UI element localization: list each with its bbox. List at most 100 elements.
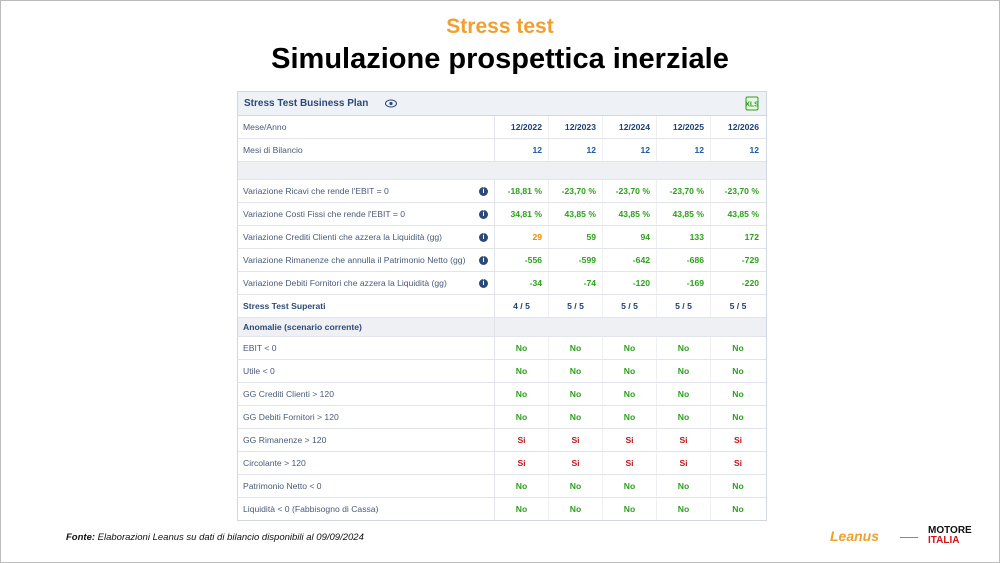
table-row [238,162,766,180]
table-cell: Si [603,452,657,474]
logo-italia: ITALIA [928,535,960,546]
table-cell: 5 / 5 [657,295,711,317]
table-cell: 12/2026 [727,122,759,132]
logo-leanus: Leanus [830,528,880,544]
table-row: Patrimonio Netto < 0 No No No No No [238,475,766,498]
table-cell: 43,85 % [549,203,603,225]
table-cell: Si [733,458,743,468]
row-label-text: Variazione Ricavi che rende l'EBIT = 0 [243,186,389,196]
title: Simulazione prospettica inerziale [271,43,729,75]
info-icon[interactable]: i [479,186,488,196]
table-cell: 12/2024 [603,116,657,138]
table-cell: 5 / 5 [549,295,603,317]
table-cell: 94 [603,226,657,248]
table-cell: No [495,383,549,405]
table-row: Utile < 0 No No No No No [238,360,766,383]
table-row: Variazione Rimanenze che annulla il Patr… [238,249,766,272]
table-cell: 172 [744,232,759,242]
table-row: Variazione Debiti Fornitori che azzera l… [238,272,766,295]
row-label: Liquidità < 0 (Fabbisogno di Cassa) [238,498,495,520]
table-cell: 34,81 % [495,203,549,225]
table-cell: -556 [495,249,549,271]
svg-text:XLS: XLS [745,102,759,109]
table-cell: No [657,360,711,382]
logo-motore: MOTORE [928,525,972,536]
table-cell: Si [657,452,711,474]
table-cell: 12/2025 [657,116,711,138]
table-cell: No [603,498,657,520]
table-row: EBIT < 0 No No No No No [238,337,766,360]
table-cell: No [495,360,549,382]
table-cell: -729 [741,255,759,265]
table-cell: No [603,406,657,428]
table-cell: Si [657,429,711,451]
table-row: Variazione Crediti Clienti che azzera la… [238,226,766,249]
logo-separator [900,537,918,538]
table-cell: 133 [657,226,711,248]
row-label: Patrimonio Netto < 0 [238,475,495,497]
table-cell: No [549,383,603,405]
table-cell: No [603,337,657,359]
row-label: Mesi di Bilancio [238,139,495,161]
row-label-text: Variazione Crediti Clienti che azzera la… [243,232,443,242]
table-row: Circolante > 120 Si Si Si Si Si [238,452,766,475]
table-cell: No [657,337,711,359]
table-cell: -120 [603,272,657,294]
table-cell: No [549,406,603,428]
table-cell: 12 [603,139,657,161]
info-icon[interactable]: i [479,278,488,288]
table-cell: 12/2023 [549,116,603,138]
table-cell: -23,70 % [657,180,711,202]
row-label: Variazione Rimanenze che annulla il Patr… [238,249,495,271]
row-label: EBIT < 0 [238,337,495,359]
logo-motore-italia: MOTORE ITALIA [928,526,972,546]
table-cell: 43,85 % [727,209,759,219]
row-label: GG Crediti Clienti > 120 [238,383,495,405]
table-cell: Si [733,435,743,445]
excel-icon[interactable]: XLS [745,96,759,111]
table-cell: -686 [657,249,711,271]
row-label: Stress Test Superati [238,295,495,317]
table-cell: -74 [549,272,603,294]
table-cell: -169 [657,272,711,294]
table-cell: No [549,498,603,520]
table-cell: -23,70 % [549,180,603,202]
row-label: Circolante > 120 [238,452,495,474]
table-cell: 5 / 5 [729,301,747,311]
table-row: Variazione Ricavi che rende l'EBIT = 0 i -… [238,180,766,203]
table-cell: Si [495,429,549,451]
table-cell: No [549,337,603,359]
eye-icon[interactable] [385,99,397,108]
table-row: GG Rimanenze > 120 Si Si Si Si Si [238,429,766,452]
table-cell: 12/2022 [495,116,549,138]
table-row: Liquidità < 0 (Fabbisogno di Cassa) No No N… [238,498,766,520]
table-cell: 43,85 % [603,203,657,225]
table-cell: No [732,504,744,514]
table-cell: No [657,406,711,428]
row-label-text: Variazione Debiti Fornitori che azzera l… [243,278,447,288]
table-cell: No [603,360,657,382]
info-icon[interactable]: i [479,232,488,242]
table-cell: Si [549,452,603,474]
table-cell: 5 / 5 [603,295,657,317]
table-cell: 12 [495,139,549,161]
table: Stress Test Business Plan XLS Mese/Anno 1… [237,91,767,521]
table-cell: 43,85 % [657,203,711,225]
row-label: Mese/Anno [238,116,495,138]
table-cell: -599 [549,249,603,271]
table-row: GG Crediti Clienti > 120 No No No No No [238,383,766,406]
source-text: Elaborazioni Leanus su dati di bilancio … [97,532,364,543]
info-icon[interactable]: i [479,209,488,219]
table-cell: No [732,343,744,353]
kicker: Stress test [446,15,554,38]
info-icon[interactable]: i [479,255,488,265]
table-cell: -220 [741,278,759,288]
table-cell: No [603,383,657,405]
table-row: GG Debiti Fornitori > 120 No No No No No [238,406,766,429]
table-cell: -23,70 % [603,180,657,202]
source-label: Fonte: [66,532,96,543]
row-label: GG Rimanenze > 120 [238,429,495,451]
table-cell: No [495,406,549,428]
source: Fonte: Elaborazioni Leanus su dati di bi… [66,532,364,543]
